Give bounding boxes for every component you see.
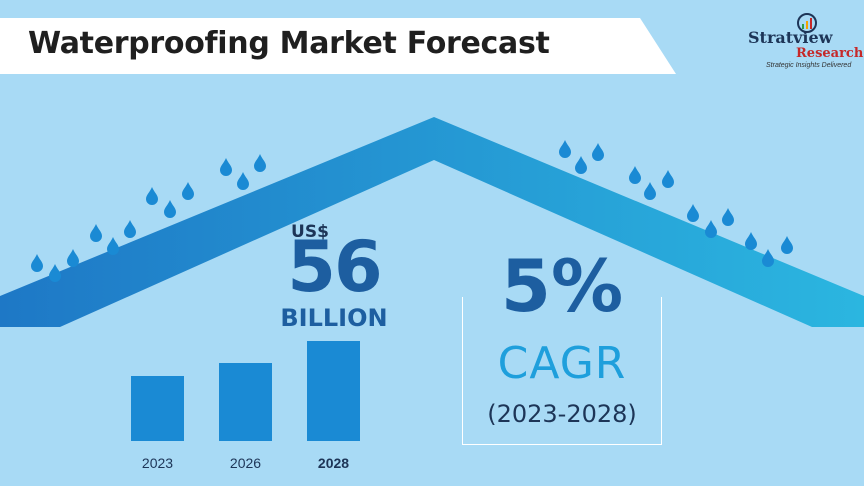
raindrop-icon [762,249,774,267]
raindrop-icon [67,249,79,267]
cagr-label: CAGR [497,338,627,389]
raindrop-icon [592,143,604,161]
x-label-2023: 2023 [142,455,173,471]
raindrop-icon [146,187,158,205]
title-banner [0,18,676,74]
bar-2023 [131,376,184,441]
x-label-2026: 2026 [230,455,261,471]
market-size-value: 56 [287,226,382,308]
raindrop-icon [31,254,43,272]
logo-name-part1: Stratview [748,28,833,47]
raindrop-icon [662,170,674,188]
raindrop-icon [722,208,734,226]
bar-2026 [219,363,272,441]
raindrop-icon [575,156,587,174]
cagr-frame [462,297,662,445]
page-title: Waterproofing Market Forecast [28,26,550,61]
raindrop-icon [745,232,757,250]
currency-label: US$ [291,222,329,242]
bar-2028 [307,341,360,441]
cagr-period: (2023-2028) [487,400,637,428]
raindrop-icon [237,172,249,190]
raindrop-icon [254,154,266,172]
bar-chart-x-labels: 2023 2026 2028 [142,455,349,471]
raindrop-icon [182,182,194,200]
cagr-value: 5% [500,244,624,328]
raindrop-icon [49,264,61,282]
raindrop-icon [687,204,699,222]
company-logo: Stratview Research Strategic Insights De… [748,10,863,70]
logo-chart-icon [797,13,817,33]
raindrop-icon [559,140,571,158]
x-label-2028: 2028 [318,455,349,471]
raindrop-icon [644,182,656,200]
bar-chart [131,341,360,441]
logo-name-part2: Research [796,46,864,61]
raindrop-icon [107,237,119,255]
raindrop-icon [629,166,641,184]
raindrops [31,140,793,282]
raindrop-icon [90,224,102,242]
raindrop-icon [781,236,793,254]
market-size-unit: BILLION [280,304,388,332]
raindrop-icon [220,158,232,176]
raindrop-icon [164,200,176,218]
raindrop-icon [124,220,136,238]
raindrop-icon [705,220,717,238]
logo-tagline: Strategic Insights Delivered [766,62,852,69]
roof-shape [0,117,864,327]
